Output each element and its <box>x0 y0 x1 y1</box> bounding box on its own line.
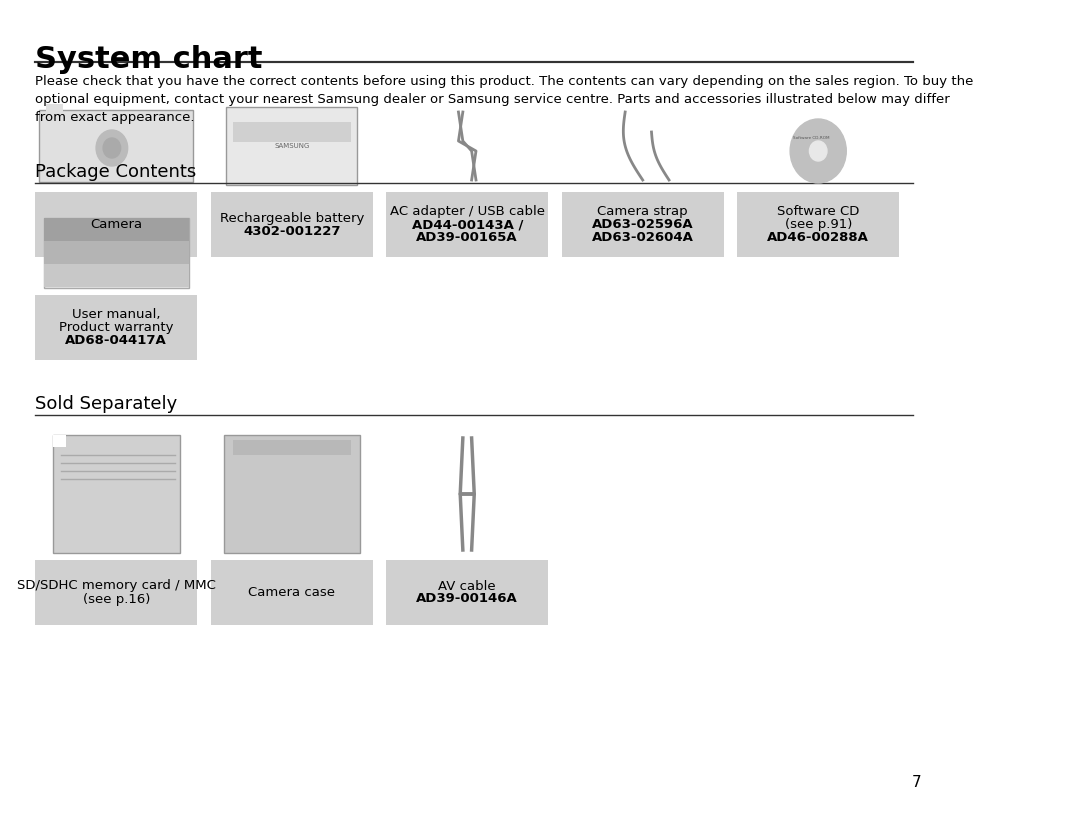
Text: (see p.91): (see p.91) <box>784 218 852 231</box>
FancyBboxPatch shape <box>227 107 357 185</box>
Text: Software CD-ROM: Software CD-ROM <box>793 136 829 140</box>
Text: Camera: Camera <box>91 218 143 231</box>
FancyBboxPatch shape <box>44 264 189 287</box>
FancyBboxPatch shape <box>386 560 549 625</box>
FancyBboxPatch shape <box>232 440 351 455</box>
FancyBboxPatch shape <box>45 104 63 112</box>
FancyBboxPatch shape <box>35 192 198 257</box>
Text: SAMSUNG: SAMSUNG <box>274 143 310 149</box>
Circle shape <box>809 141 827 161</box>
Text: SD/SDHC memory card / MMC: SD/SDHC memory card / MMC <box>17 579 216 593</box>
Text: Product warranty: Product warranty <box>59 321 174 334</box>
Text: (see p.16): (see p.16) <box>82 593 150 606</box>
FancyBboxPatch shape <box>211 560 373 625</box>
Text: AC adapter / USB cable: AC adapter / USB cable <box>390 205 544 218</box>
Text: Sold Separately: Sold Separately <box>35 395 177 413</box>
Text: AD68-04417A: AD68-04417A <box>66 334 167 347</box>
Text: Rechargeable battery: Rechargeable battery <box>219 212 364 224</box>
Text: AD44-00143A /: AD44-00143A / <box>411 218 523 231</box>
Text: Camera strap: Camera strap <box>597 205 688 218</box>
FancyBboxPatch shape <box>44 218 189 288</box>
FancyBboxPatch shape <box>737 192 900 257</box>
FancyBboxPatch shape <box>224 435 360 553</box>
Circle shape <box>96 130 127 166</box>
Text: System chart: System chart <box>35 45 262 74</box>
Text: Camera case: Camera case <box>248 586 335 599</box>
Text: AV cable: AV cable <box>438 579 496 593</box>
FancyBboxPatch shape <box>386 192 549 257</box>
Text: AD63-02596A: AD63-02596A <box>592 218 693 231</box>
Text: AD46-00288A: AD46-00288A <box>767 231 869 244</box>
FancyBboxPatch shape <box>53 435 66 447</box>
FancyBboxPatch shape <box>44 241 189 264</box>
Text: User manual,: User manual, <box>72 308 161 321</box>
FancyBboxPatch shape <box>40 110 193 182</box>
Text: AD39-00165A: AD39-00165A <box>417 231 518 244</box>
FancyBboxPatch shape <box>562 192 724 257</box>
FancyBboxPatch shape <box>44 218 189 241</box>
Circle shape <box>791 119 847 183</box>
FancyBboxPatch shape <box>35 560 198 625</box>
FancyBboxPatch shape <box>211 192 373 257</box>
Circle shape <box>103 138 121 158</box>
FancyBboxPatch shape <box>232 122 351 142</box>
FancyBboxPatch shape <box>53 435 180 553</box>
Text: Package Contents: Package Contents <box>35 163 197 181</box>
Text: 4302-001227: 4302-001227 <box>243 224 340 237</box>
Text: Please check that you have the correct contents before using this product. The c: Please check that you have the correct c… <box>35 75 973 124</box>
Text: 7: 7 <box>912 775 921 790</box>
Text: AD39-00146A: AD39-00146A <box>417 593 518 606</box>
FancyBboxPatch shape <box>35 295 198 360</box>
Text: Software CD: Software CD <box>777 205 860 218</box>
Text: AD63-02604A: AD63-02604A <box>592 231 693 244</box>
